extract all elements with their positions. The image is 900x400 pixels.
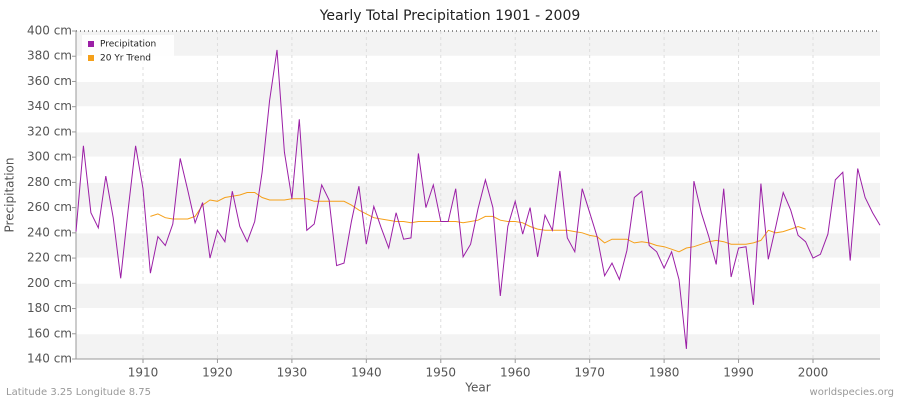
legend: Precipitation 20 Yr Trend	[82, 35, 174, 67]
footer-right: worldspecies.org	[810, 387, 894, 398]
y-tick-label: 380 cm	[27, 49, 72, 63]
legend-label: Precipitation	[100, 40, 156, 50]
grid-band	[76, 31, 880, 57]
y-tick-label: 320 cm	[27, 124, 72, 138]
x-tick-label: 1960	[500, 366, 531, 380]
grid-band	[76, 56, 880, 82]
grid-band	[76, 258, 880, 284]
legend-swatch	[88, 55, 94, 61]
x-tick-label: 1930	[277, 366, 308, 380]
y-tick-label: 220 cm	[27, 251, 72, 265]
x-tick-label: 1980	[649, 366, 680, 380]
y-tick-label: 180 cm	[27, 301, 72, 315]
x-tick-label: 1910	[128, 366, 159, 380]
y-tick-label: 280 cm	[27, 175, 72, 189]
grid-band	[76, 157, 880, 183]
y-tick-label: 200 cm	[27, 276, 72, 290]
grid-band	[76, 106, 880, 132]
grid-band	[76, 283, 880, 309]
grid-band	[76, 131, 880, 158]
legend-label: 20 Yr Trend	[100, 54, 151, 64]
grid-band	[76, 182, 880, 208]
grid-band	[76, 232, 880, 259]
legend-box	[82, 35, 174, 67]
x-tick-label: 1920	[202, 366, 233, 380]
y-tick-label: 240 cm	[27, 225, 72, 239]
y-tick-label: 140 cm	[27, 352, 72, 366]
series-line	[150, 192, 806, 253]
grid	[76, 30, 880, 360]
y-axis-label: Precipitation	[3, 157, 17, 232]
x-tick-label: 1940	[351, 366, 382, 380]
x-tick-label: 1990	[723, 366, 754, 380]
x-axis-label: Year	[464, 381, 490, 395]
x-tick-label: 2000	[798, 366, 829, 380]
chart-title: Yearly Total Precipitation 1901 - 2009	[319, 8, 581, 24]
legend-swatch	[88, 41, 94, 47]
grid-band	[76, 308, 880, 334]
x-tick-label: 1950	[426, 366, 457, 380]
y-tick-label: 300 cm	[27, 150, 72, 164]
footer-left: Latitude 3.25 Longitude 8.75	[6, 387, 151, 398]
y-tick-label: 160 cm	[27, 326, 72, 340]
grid-band	[76, 333, 880, 359]
y-tick-label: 360 cm	[27, 74, 72, 88]
y-tick-label: 340 cm	[27, 99, 72, 113]
y-tick-label: 400 cm	[27, 24, 72, 38]
grid-band	[76, 81, 880, 107]
series-line	[75, 49, 881, 349]
y-tick-label: 260 cm	[27, 200, 72, 214]
x-tick-label: 1970	[574, 366, 605, 380]
